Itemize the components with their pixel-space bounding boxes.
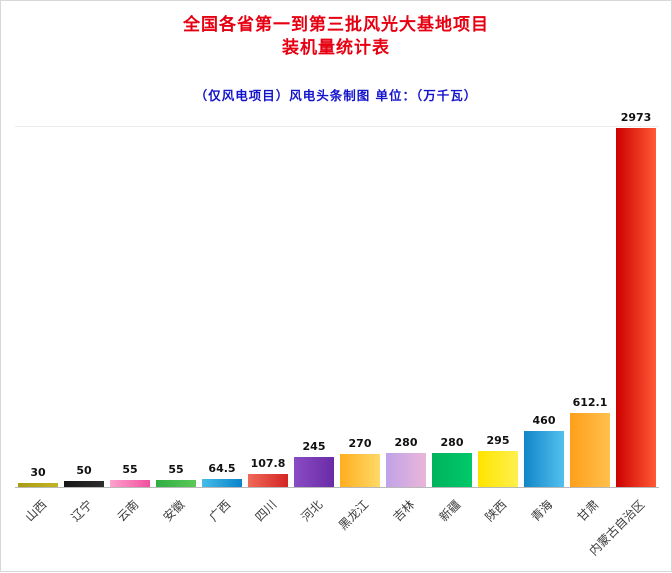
x-axis-label: 陕西 (482, 497, 510, 525)
bar-value-label: 50 (76, 464, 92, 477)
x-label-slot: 黑龙江 (335, 489, 383, 573)
bar-value-label: 55 (168, 463, 184, 476)
x-label-slot: 辽宁 (61, 489, 107, 573)
bar-吉林 (386, 453, 426, 487)
x-axis-label: 吉林 (390, 497, 418, 525)
bar-slot: 270 (337, 127, 383, 487)
x-label-slot: 吉林 (383, 489, 429, 573)
x-axis-label: 新疆 (436, 497, 464, 525)
chart-title-line1: 全国各省第一到第三批风光大基地项目 (183, 15, 489, 35)
bar-value-label: 64.5 (208, 462, 236, 475)
bar-slot: 30 (15, 127, 61, 487)
bar-slot: 64.5 (199, 127, 245, 487)
bar-slot: 612.1 (567, 127, 613, 487)
x-label-slot: 陕西 (475, 489, 521, 573)
bar-slot: 55 (107, 127, 153, 487)
bar-云南 (110, 480, 150, 487)
x-axis-label: 四川 (252, 497, 280, 525)
bar-value-label: 30 (30, 466, 46, 479)
bar-河北 (294, 457, 334, 487)
bar-value-label: 612.1 (572, 396, 608, 409)
bar-slot: 280 (383, 127, 429, 487)
bar-slot: 295 (475, 127, 521, 487)
bar-value-label: 55 (122, 463, 138, 476)
x-axis-label: 辽宁 (68, 497, 96, 525)
x-label-slot: 内蒙古自治区 (586, 489, 659, 573)
bar-山西 (18, 483, 58, 487)
bar-value-label: 460 (532, 414, 556, 427)
bar-四川 (248, 474, 288, 487)
x-label-slot: 安徽 (153, 489, 199, 573)
x-label-slot: 云南 (107, 489, 153, 573)
bar-slot: 280 (429, 127, 475, 487)
bars-container: 30 50 55 55 64.5 107.8 245 270 280 280 295 460 612.1… (15, 111, 659, 487)
x-axis-label: 云南 (114, 497, 142, 525)
chart-subtitle: （仅风电项目）风电头条制图 单位：（万千瓦） (194, 88, 478, 103)
x-axis-label: 广西 (206, 497, 234, 525)
x-axis-label: 安徽 (160, 497, 188, 525)
bar-甘肃 (570, 413, 610, 487)
bar-value-label: 270 (348, 437, 372, 450)
bar-value-label: 280 (394, 436, 418, 449)
bar-slot: 50 (61, 127, 107, 487)
bar-新疆 (432, 453, 472, 487)
bar-slot: 55 (153, 127, 199, 487)
bar-广西 (202, 479, 242, 487)
chart-header: 全国各省第一到第三批风光大基地项目 装机量统计表 （仅风电项目）风电头条制图 单… (1, 1, 671, 104)
bar-黑龙江 (340, 454, 380, 487)
bar-内蒙古自治区 (616, 128, 656, 487)
bar-value-label: 107.8 (250, 457, 286, 470)
bar-青海 (524, 431, 564, 487)
x-label-slot: 广西 (199, 489, 245, 573)
bar-value-label: 2973 (620, 111, 652, 124)
bar-安徽 (156, 480, 196, 487)
x-label-slot: 山西 (15, 489, 61, 573)
bar-value-label: 295 (486, 434, 510, 447)
x-axis-label: 河北 (298, 497, 326, 525)
x-axis-label: 山西 (22, 497, 50, 525)
bar-slot: 2973 (613, 111, 659, 487)
bar-陕西 (478, 451, 518, 487)
plot-area: 30 50 55 55 64.5 107.8 245 270 280 280 295 460 612.1… (15, 111, 659, 488)
bar-value-label: 245 (302, 440, 326, 453)
bar-slot: 245 (291, 127, 337, 487)
x-label-slot: 四川 (245, 489, 291, 573)
bar-slot: 107.8 (245, 127, 291, 487)
x-axis-labels: 山西 辽宁 云南 安徽 广西 四川 河北 黑龙江 吉林 新疆 陕西 青海 甘肃 内蒙古自治区 (15, 489, 659, 573)
bar-value-label: 280 (440, 436, 464, 449)
x-axis-label: 青海 (528, 497, 556, 525)
bar-辽宁 (64, 481, 104, 487)
chart-title-line2: 装机量统计表 (282, 38, 390, 58)
x-label-slot: 青海 (521, 489, 567, 573)
x-axis-label: 黑龙江 (335, 497, 372, 533)
x-axis-label: 甘肃 (574, 497, 602, 525)
x-label-slot: 新疆 (429, 489, 475, 573)
bar-slot: 460 (521, 127, 567, 487)
x-label-slot: 河北 (291, 489, 337, 573)
